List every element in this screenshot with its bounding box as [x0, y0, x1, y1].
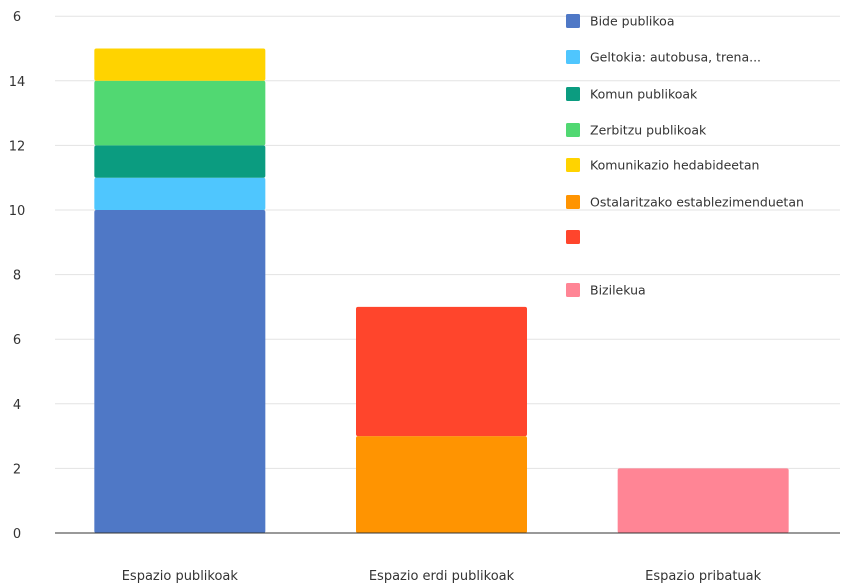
x-category-label: Espazio publikoak	[122, 569, 239, 584]
legend-swatch	[566, 158, 580, 172]
x-category-label: Espazio pribatuak	[645, 569, 761, 584]
y-tick-label: 6	[13, 333, 21, 348]
bar-segment	[94, 210, 266, 533]
bar-segment	[94, 48, 266, 81]
legend-label: Bizilekua	[590, 283, 646, 298]
legend: Bide publikoa Geltokia: autobusa, trena..…	[566, 14, 804, 298]
y-tick-label: 14	[9, 75, 26, 90]
legend-label: Geltokia: autobusa, trena...	[590, 50, 761, 65]
legend-label: Bide publikoa	[590, 14, 675, 29]
y-tick-label: 12	[9, 139, 26, 154]
bar-segment	[94, 80, 266, 146]
bar-segment	[356, 306, 527, 437]
legend-swatch	[566, 50, 580, 64]
y-tick-label: 4	[13, 398, 21, 413]
x-axis-category-labels: Espazio publikoak Espazio erdi publikoak E…	[122, 569, 762, 584]
bar-segment	[356, 436, 527, 533]
y-tick-label: 10	[9, 204, 26, 219]
legend-label: Ostalaritzako establezimenduetan	[590, 195, 804, 210]
legend-swatch	[566, 230, 580, 244]
legend-swatch	[566, 283, 580, 297]
x-category-label: Espazio erdi publikoak	[369, 569, 515, 584]
bar-segment	[94, 145, 266, 178]
bars	[94, 48, 789, 533]
legend-label: Zerbitzu publikoak	[590, 123, 707, 138]
y-tick-label: 0	[13, 527, 21, 542]
legend-swatch	[566, 195, 580, 209]
y-axis-tick-labels: 0 2 4 6 8 10 12 14 6	[9, 10, 26, 542]
legend-swatch	[566, 87, 580, 101]
legend-swatch	[566, 14, 580, 28]
y-tick-label: 8	[13, 269, 21, 284]
legend-label: Komun publikoak	[590, 87, 698, 102]
bar-segment	[94, 177, 266, 210]
legend-swatch	[566, 123, 580, 137]
y-tick-label: 6	[13, 10, 21, 25]
legend-label: Komunikazio hedabideetan	[590, 158, 759, 173]
y-tick-label: 2	[13, 462, 21, 477]
bar-segment	[617, 468, 789, 533]
